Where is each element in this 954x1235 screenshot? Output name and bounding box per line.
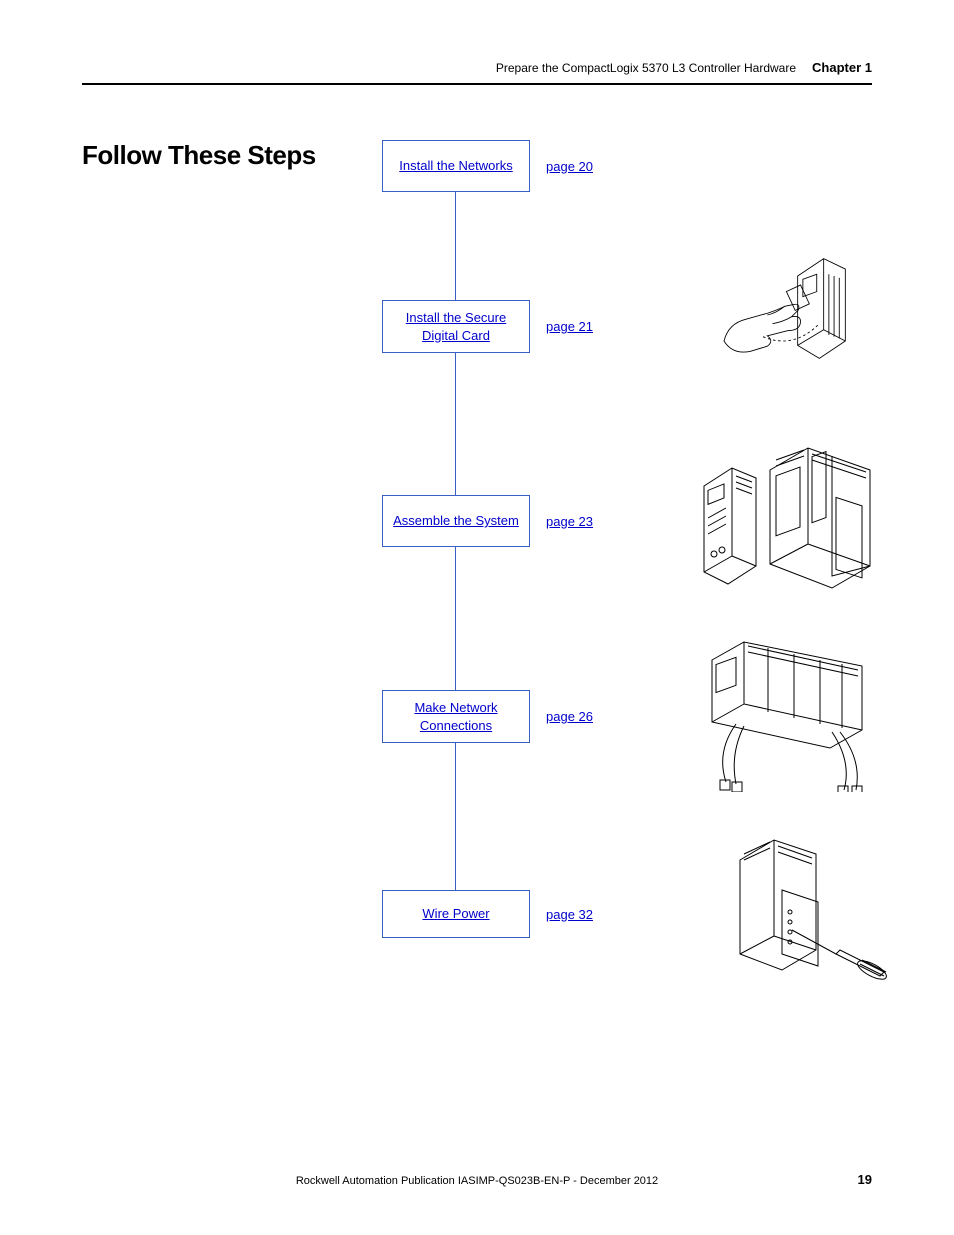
flow-connector	[455, 742, 456, 890]
flow-connector	[455, 192, 456, 300]
flow-step-install-sd-card: Install the Secure Digital Card	[382, 300, 530, 353]
flow-step-wire-power: Wire Power	[382, 890, 530, 938]
page-ref-link[interactable]: page 21	[546, 319, 593, 334]
page-ref-link[interactable]: page 20	[546, 159, 593, 174]
illustration-network	[696, 632, 886, 792]
page-title: Follow These Steps	[82, 140, 316, 171]
step-link[interactable]: Assemble the System	[393, 512, 519, 530]
running-header: Prepare the CompactLogix 5370 L3 Control…	[82, 60, 872, 81]
page-ref-link[interactable]: page 23	[546, 514, 593, 529]
step-link[interactable]: Install the Secure Digital Card	[389, 309, 523, 344]
illustration-assembly	[696, 440, 881, 595]
step-link[interactable]: Make Network Connections	[389, 699, 523, 734]
flow-step-assemble-system: Assemble the System	[382, 495, 530, 547]
flow-step-install-networks: Install the Networks	[382, 140, 530, 192]
step-link[interactable]: Wire Power	[422, 905, 489, 923]
page-ref-link[interactable]: page 26	[546, 709, 593, 724]
illustration-power	[722, 834, 892, 984]
step-link[interactable]: Install the Networks	[399, 157, 512, 175]
flow-connector	[455, 547, 456, 690]
header-chapter: Chapter 1	[812, 60, 872, 75]
header-rule	[82, 83, 872, 85]
page-ref-link[interactable]: page 32	[546, 907, 593, 922]
header-section: Prepare the CompactLogix 5370 L3 Control…	[496, 61, 796, 75]
flow-step-network-connections: Make Network Connections	[382, 690, 530, 743]
flow-connector	[455, 352, 456, 495]
footer-publication: Rockwell Automation Publication IASIMP-Q…	[82, 1175, 872, 1187]
page-number: 19	[858, 1172, 872, 1187]
illustration-sd-card	[704, 250, 874, 380]
